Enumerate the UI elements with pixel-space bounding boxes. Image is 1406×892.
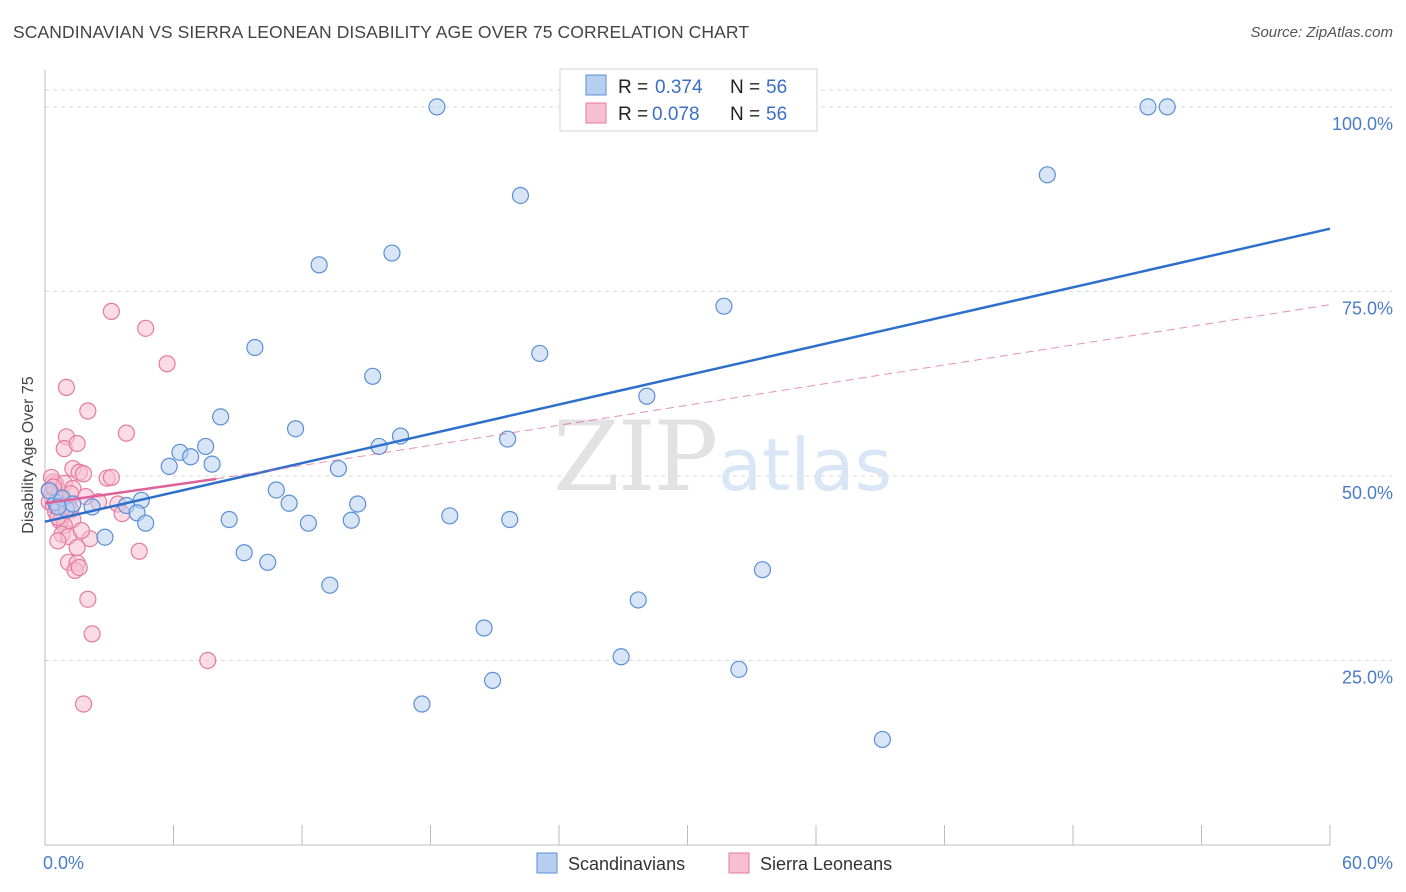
legend-n-label-scandinavians: N = xyxy=(730,77,760,98)
scandinavians-point-22 xyxy=(160,457,178,475)
scandinavians-point-3 xyxy=(1139,98,1157,116)
scandinavians-point-23 xyxy=(203,455,221,473)
scandinavians-point-36 xyxy=(220,510,238,529)
legend-n-value-scandinavians: 56 xyxy=(766,77,787,98)
y-tick-labels: 25.0% 50.0% 75.0% 100.0% xyxy=(1332,114,1393,688)
grid-lines xyxy=(45,89,1392,661)
y-tick-label-75: 75.0% xyxy=(1342,298,1393,318)
scandinavians-point-6 xyxy=(1038,166,1056,184)
sierra-leoneans-point-45 xyxy=(83,625,101,643)
legend-n-label-sierra-leoneans: N = xyxy=(730,104,760,125)
legend-swatch-sierra-leoneans xyxy=(585,102,607,124)
sierra-leoneans-point-0 xyxy=(102,302,120,320)
scandinavians-points xyxy=(40,98,1176,749)
sierra-leoneans-point-5 xyxy=(117,424,135,442)
scandinavians-point-48 xyxy=(475,619,493,637)
scandinavians-point-43 xyxy=(235,544,253,562)
sierra-leoneans-point-36 xyxy=(49,532,67,550)
legend-r-value-sierra-leoneans: 0.078 xyxy=(652,104,700,125)
scandinavians-point-40 xyxy=(501,510,519,529)
scandinavians-point-27 xyxy=(349,495,367,513)
y-tick-label-50: 50.0% xyxy=(1342,483,1393,503)
scandinavians-trend-line xyxy=(44,227,1331,523)
scandinavians-point-38 xyxy=(342,511,360,529)
scandinavians-point-35 xyxy=(96,528,114,546)
scandinavians-point-4 xyxy=(1158,98,1176,116)
watermark-atlas: atlas xyxy=(718,423,892,507)
x-tick-label-min: 0.0% xyxy=(43,853,84,873)
scandinavians-point-20 xyxy=(197,437,215,456)
sierra-leoneans-point-2 xyxy=(158,355,176,373)
scandinavians-point-25 xyxy=(267,481,285,499)
legend-r-label-sierra-leoneans: R = xyxy=(618,104,648,125)
scandinavians-point-52 xyxy=(413,695,431,713)
sierra-leoneans-trend-line xyxy=(44,477,217,505)
scandinavians-point-9 xyxy=(715,297,733,315)
bottom-legend-swatch-sierra-leoneans xyxy=(728,852,750,874)
sierra-leoneans-point-47 xyxy=(74,695,93,713)
legend-swatch-scandinavians xyxy=(585,74,607,96)
y-axis-title: Disability Age Over 75 xyxy=(20,376,37,534)
sierra-leoneans-point-1 xyxy=(137,319,155,337)
sierra-leoneans-point-53 xyxy=(72,521,91,540)
y-tick-label-25: 25.0% xyxy=(1342,667,1393,687)
scandinavians-point-5 xyxy=(511,186,530,205)
legend-r-value-scandinavians: 0.374 xyxy=(655,77,703,98)
scandinavians-point-47 xyxy=(629,591,647,609)
sierra-leoneans-point-46 xyxy=(199,651,217,670)
bottom-legend-label-scandinavians: Scandinavians xyxy=(568,854,685,874)
y-tick-label-100: 100.0% xyxy=(1332,114,1393,134)
watermark: ZIP atlas xyxy=(553,401,892,513)
legend-r-label-scandinavians: R = xyxy=(618,77,648,98)
scandinavians-point-46 xyxy=(753,561,772,579)
scandinavians-point-39 xyxy=(441,507,459,525)
sierra-leoneans-point-43 xyxy=(70,558,88,577)
scandinavians-point-0 xyxy=(428,98,446,116)
sierra-leoneans-point-39 xyxy=(130,542,148,560)
sierra-leoneans-point-8 xyxy=(68,434,86,453)
scandinavians-point-34 xyxy=(137,514,155,532)
scandinavians-point-15 xyxy=(286,420,305,438)
sierra-leoneans-point-4 xyxy=(79,402,97,420)
scandinavians-point-11 xyxy=(531,344,549,363)
sierra-leoneans-point-38 xyxy=(68,538,86,557)
scandinavians-point-8 xyxy=(383,244,401,262)
source-credit: Source: ZipAtlas.com xyxy=(1250,24,1393,41)
scandinavians-point-10 xyxy=(246,338,264,357)
scandinavians-point-45 xyxy=(321,576,339,594)
scandinavians-point-54 xyxy=(40,482,58,500)
scandinavians-point-50 xyxy=(730,660,748,678)
scandinavians-point-7 xyxy=(310,256,328,274)
x-tick-label-max: 60.0% xyxy=(1342,853,1393,873)
scandinavians-point-44 xyxy=(259,553,277,571)
bottom-legend-swatch-scandinavians xyxy=(536,852,558,874)
scandinavians-point-26 xyxy=(280,494,298,512)
chart-title: SCANDINAVIAN VS SIERRA LEONEAN DISABILIT… xyxy=(13,22,750,42)
scandinavians-point-21 xyxy=(182,448,200,466)
sierra-leoneans-trend-line-extended xyxy=(216,304,1331,480)
scandinavians-point-49 xyxy=(612,648,630,666)
scandinavians-point-53 xyxy=(873,730,891,749)
scandinavians-point-13 xyxy=(638,387,656,405)
scandinavians-point-14 xyxy=(212,408,230,426)
bottom-legend-label-sierra-leoneans: Sierra Leoneans xyxy=(760,854,892,874)
scandinavians-point-37 xyxy=(299,514,318,532)
scandinavians-point-18 xyxy=(499,430,517,448)
watermark-zip: ZIP xyxy=(553,401,716,513)
scandinavians-point-24 xyxy=(329,459,348,478)
legend-n-value-sierra-leoneans: 56 xyxy=(766,104,787,125)
scandinavians-point-51 xyxy=(484,671,502,690)
x-tick-marks xyxy=(44,825,1331,845)
sierra-leoneans-point-44 xyxy=(79,590,97,608)
sierra-leoneans-point-3 xyxy=(57,378,76,396)
top-legend: R = 0.374 N = 56 R = 0.078 N = 56 xyxy=(559,68,818,132)
sierra-leoneans-point-11 xyxy=(74,465,93,483)
sierra-leoneans-point-13 xyxy=(102,468,120,487)
scandinavians-point-12 xyxy=(364,367,382,385)
trend-lines xyxy=(44,227,1331,523)
bottom-legend: Scandinavians Sierra Leoneans xyxy=(536,852,892,874)
